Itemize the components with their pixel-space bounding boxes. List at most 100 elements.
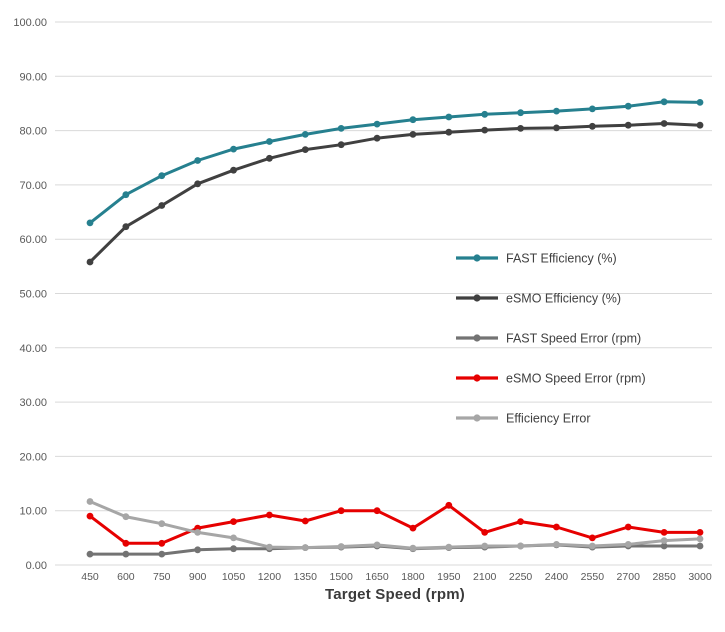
data-point-marker <box>553 523 560 531</box>
x-axis-tick-label: 2850 <box>652 571 676 583</box>
data-point-marker <box>122 191 130 199</box>
data-point-marker <box>624 541 632 548</box>
legend-label: eSMO Efficiency (%) <box>506 292 621 306</box>
data-point-marker <box>445 113 453 121</box>
data-point-marker <box>445 128 453 136</box>
series-line-esmo-efficiency <box>88 122 702 264</box>
data-point-marker <box>588 534 596 542</box>
y-axis-tick-label: 10.00 <box>19 506 47 518</box>
data-point-marker <box>553 541 560 548</box>
data-point-marker <box>194 157 202 164</box>
data-point-marker <box>301 544 309 551</box>
legend-label: FAST Speed Error (rpm) <box>506 332 641 346</box>
legend-item <box>456 294 498 302</box>
data-point-marker <box>86 498 94 505</box>
data-point-marker <box>86 219 94 227</box>
data-point-marker <box>517 109 524 117</box>
x-axis-tick-label: 2250 <box>509 571 533 583</box>
series-line-efficiency-error <box>88 500 702 550</box>
x-axis-tick-label: 1200 <box>258 571 282 583</box>
data-point-marker <box>660 537 668 544</box>
data-point-marker <box>481 126 489 134</box>
data-point-marker <box>158 539 166 547</box>
legend-marker <box>473 374 481 382</box>
data-point-marker <box>481 542 489 550</box>
x-axis-tick-label: 1800 <box>401 571 425 583</box>
x-axis-tick-label: 450 <box>81 571 99 583</box>
x-axis-tick-label: 750 <box>153 571 171 583</box>
y-axis-tick-label: 100.00 <box>13 17 47 29</box>
data-point-marker <box>230 518 237 525</box>
data-point-marker <box>409 116 417 124</box>
legend-item <box>456 414 498 422</box>
legend-item <box>456 334 498 342</box>
legend-marker <box>473 414 481 422</box>
x-axis-tick-label: 1650 <box>365 571 389 583</box>
data-point-marker <box>373 541 381 549</box>
y-axis-tick-label: 70.00 <box>19 180 47 192</box>
data-point-marker <box>230 545 237 553</box>
data-point-marker <box>588 105 596 113</box>
data-point-marker <box>337 124 345 132</box>
data-point-marker <box>481 110 489 118</box>
legend-label: eSMO Speed Error (rpm) <box>506 372 646 386</box>
data-point-marker <box>588 542 596 550</box>
data-point-marker <box>696 529 704 536</box>
data-point-marker <box>373 120 381 128</box>
data-point-marker <box>158 172 166 180</box>
data-point-marker <box>122 513 130 521</box>
y-axis-tick-label: 60.00 <box>19 234 47 246</box>
data-point-marker <box>517 124 524 132</box>
data-point-marker <box>409 524 417 532</box>
data-point-marker <box>409 544 417 552</box>
data-point-marker <box>337 141 345 149</box>
series-markers-fast-efficiency <box>86 98 704 227</box>
x-axis-tick-label: 900 <box>189 571 207 583</box>
x-axis-tick-label: 1950 <box>437 571 461 583</box>
data-point-marker <box>230 534 237 542</box>
data-point-marker <box>301 146 309 154</box>
data-point-marker <box>266 543 273 551</box>
series-line-fast-efficiency <box>88 100 702 225</box>
data-point-marker <box>337 507 345 515</box>
data-point-marker <box>337 543 345 550</box>
data-point-marker <box>445 501 453 509</box>
data-point-marker <box>86 258 94 266</box>
x-axis-tick-label: 2700 <box>617 571 641 583</box>
x-axis-tick-label: 1050 <box>222 571 246 583</box>
data-point-marker <box>481 529 489 536</box>
data-point-marker <box>553 107 560 115</box>
data-point-marker <box>517 518 524 525</box>
data-point-marker <box>230 145 237 153</box>
data-point-marker <box>158 550 166 558</box>
data-point-marker <box>624 121 632 129</box>
data-point-marker <box>517 542 524 550</box>
data-point-marker <box>660 542 668 550</box>
x-axis-tick-label: 2100 <box>473 571 497 583</box>
data-point-marker <box>266 154 273 162</box>
series-markers-efficiency-error <box>86 498 704 552</box>
data-point-marker <box>266 138 273 145</box>
data-point-marker <box>696 99 704 106</box>
data-point-marker <box>122 550 130 558</box>
x-axis-tick-label: 1500 <box>329 571 353 583</box>
data-point-marker <box>445 543 453 551</box>
y-axis-tick-label: 80.00 <box>19 126 47 138</box>
data-point-marker <box>86 550 94 558</box>
y-axis-tick-label: 30.00 <box>19 397 47 409</box>
data-point-marker <box>624 102 632 110</box>
data-point-marker <box>122 223 130 231</box>
data-point-marker <box>301 131 309 138</box>
y-axis-tick-label: 0.00 <box>26 560 47 572</box>
x-axis-tick-label: 1350 <box>294 571 318 583</box>
data-point-marker <box>373 134 381 142</box>
data-point-marker <box>660 120 668 127</box>
legend-marker <box>473 334 481 342</box>
data-point-marker <box>158 202 166 209</box>
y-axis-tick-label: 90.00 <box>19 71 47 83</box>
data-point-marker <box>624 523 632 531</box>
legend-marker <box>473 294 481 302</box>
x-axis-title: Target Speed (rpm) <box>324 586 465 603</box>
data-point-marker <box>266 511 273 519</box>
